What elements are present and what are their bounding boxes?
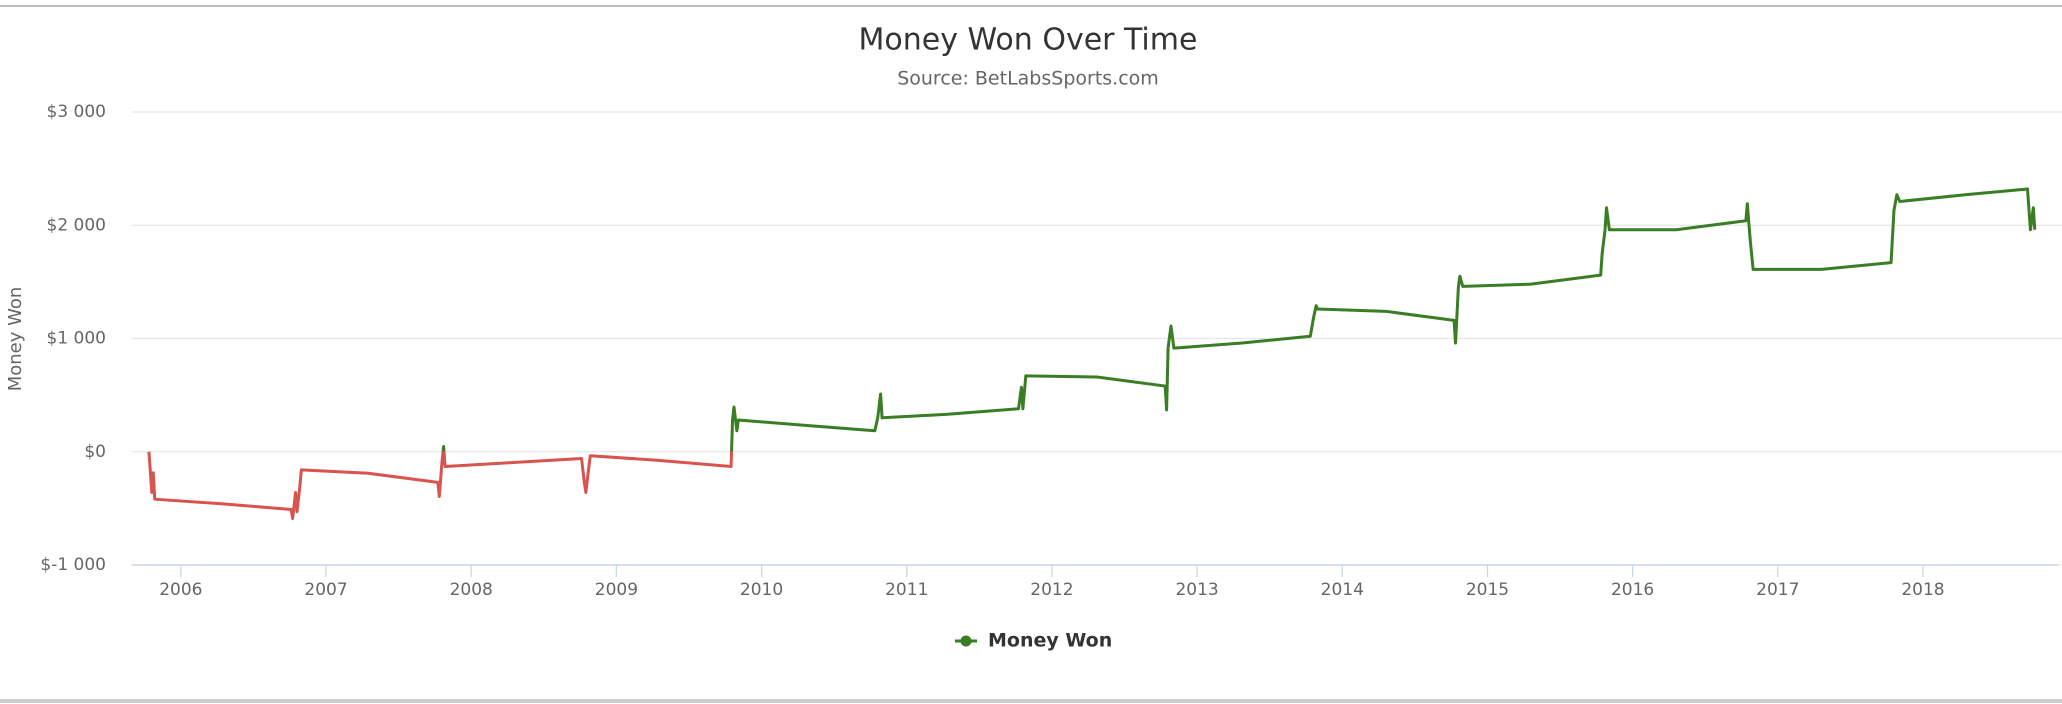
x-tick-label: 2007 <box>304 580 347 600</box>
y-tick-label: $3 000 <box>47 102 106 122</box>
y-tick-label: $1 000 <box>47 329 106 349</box>
x-tick-label: 2011 <box>885 580 928 600</box>
x-tick-label: 2008 <box>450 580 493 600</box>
x-tick-label: 2012 <box>1030 580 1073 600</box>
x-tick-label: 2018 <box>1901 580 1944 600</box>
x-tick-label: 2009 <box>595 580 638 600</box>
x-tick-label: 2014 <box>1321 580 1364 600</box>
x-tick-label: 2015 <box>1466 580 1509 600</box>
x-tick-label: 2013 <box>1175 580 1218 600</box>
y-tick-label: $2 000 <box>47 215 106 235</box>
x-tick-label: 2006 <box>159 580 202 600</box>
series-line <box>147 187 2037 521</box>
y-tick-label: $0 <box>84 442 106 462</box>
legend-label: Money Won <box>988 630 1112 652</box>
legend-marker <box>960 635 972 647</box>
y-axis-title: Money Won <box>5 287 26 392</box>
x-tick-label: 2010 <box>740 580 783 600</box>
y-tick-label: $-1 000 <box>40 555 106 575</box>
chart-title: Money Won Over Time <box>859 23 1198 58</box>
x-tick-label: 2017 <box>1756 580 1799 600</box>
chart-subtitle: Source: BetLabsSports.com <box>897 68 1159 90</box>
x-tick-label: 2016 <box>1611 580 1654 600</box>
